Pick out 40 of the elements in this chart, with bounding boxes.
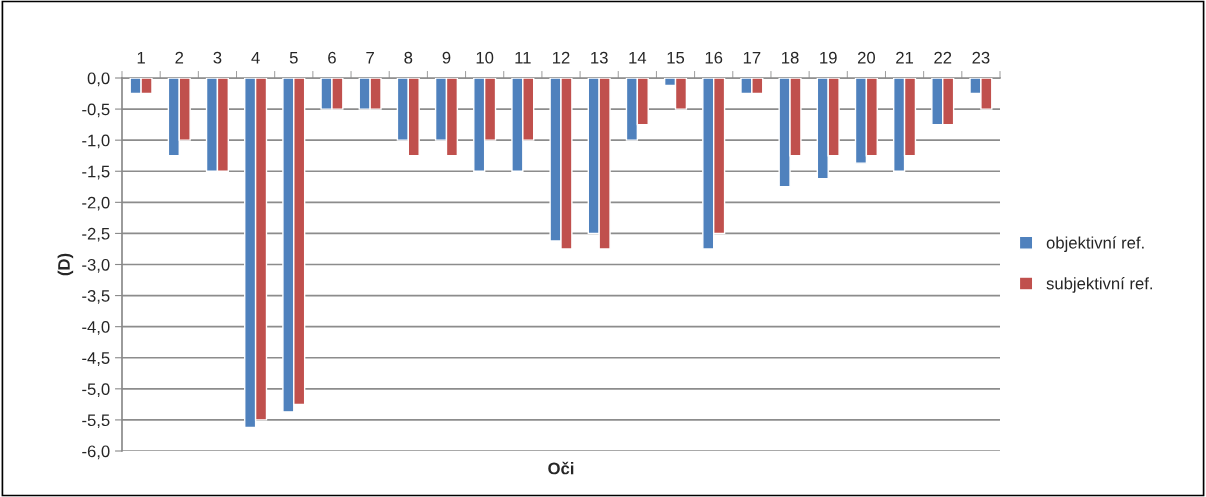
x-tick-label: 11	[515, 51, 531, 64]
y-tick-label: -6,0	[82, 445, 110, 460]
y-tick-label: 0,0	[87, 72, 110, 87]
y-tick-label: -4,5	[82, 352, 110, 366]
x-tick-label: 10	[476, 51, 494, 64]
y-tick-label: -0,5	[82, 103, 110, 118]
x-tick-label: 21	[896, 51, 914, 64]
x-tick-label: 9	[442, 51, 451, 64]
y-tick-label: -5,5	[82, 414, 110, 429]
x-tick-label: 16	[705, 51, 723, 64]
y-tick-label: -2,5	[82, 227, 110, 242]
x-tick-label: 3	[213, 51, 222, 64]
y-tick-label: -5,0	[82, 383, 110, 398]
x-axis-title: Oči	[548, 461, 574, 475]
y-tick-label: -4,0	[82, 321, 110, 335]
y-tick-label: -2,0	[82, 196, 110, 211]
x-tick-label: 6	[328, 51, 336, 64]
x-tick-label: 20	[857, 51, 876, 64]
legend-label: subjektivní ref.	[1046, 277, 1152, 293]
x-tick-label: 2	[175, 51, 184, 64]
x-tick-label: 12	[553, 51, 570, 64]
x-tick-label: 18	[782, 51, 799, 64]
x-tick-label: 8	[404, 51, 413, 64]
x-tick-label: 1	[137, 51, 145, 64]
y-axis-title: (D)	[57, 253, 74, 276]
x-tick-label: 13	[591, 51, 608, 64]
x-tick-label: 17	[743, 51, 761, 64]
x-tick-label: 7	[366, 51, 374, 64]
x-tick-label: 23	[972, 51, 990, 64]
y-tick-label: -3,0	[82, 258, 110, 273]
x-tick-label: 4	[251, 51, 260, 64]
x-tick-label: 5	[289, 51, 298, 64]
x-tick-label: 15	[667, 51, 685, 64]
x-tick-label: 19	[820, 51, 837, 64]
y-tick-label: -1,0	[82, 134, 110, 149]
y-tick-label: -3,5	[82, 289, 110, 304]
x-tick-label: 14	[629, 51, 647, 64]
y-tick-label: -1,5	[82, 165, 110, 180]
legend-label: objektivní ref.	[1046, 236, 1144, 252]
x-tick-label: 22	[934, 51, 952, 64]
